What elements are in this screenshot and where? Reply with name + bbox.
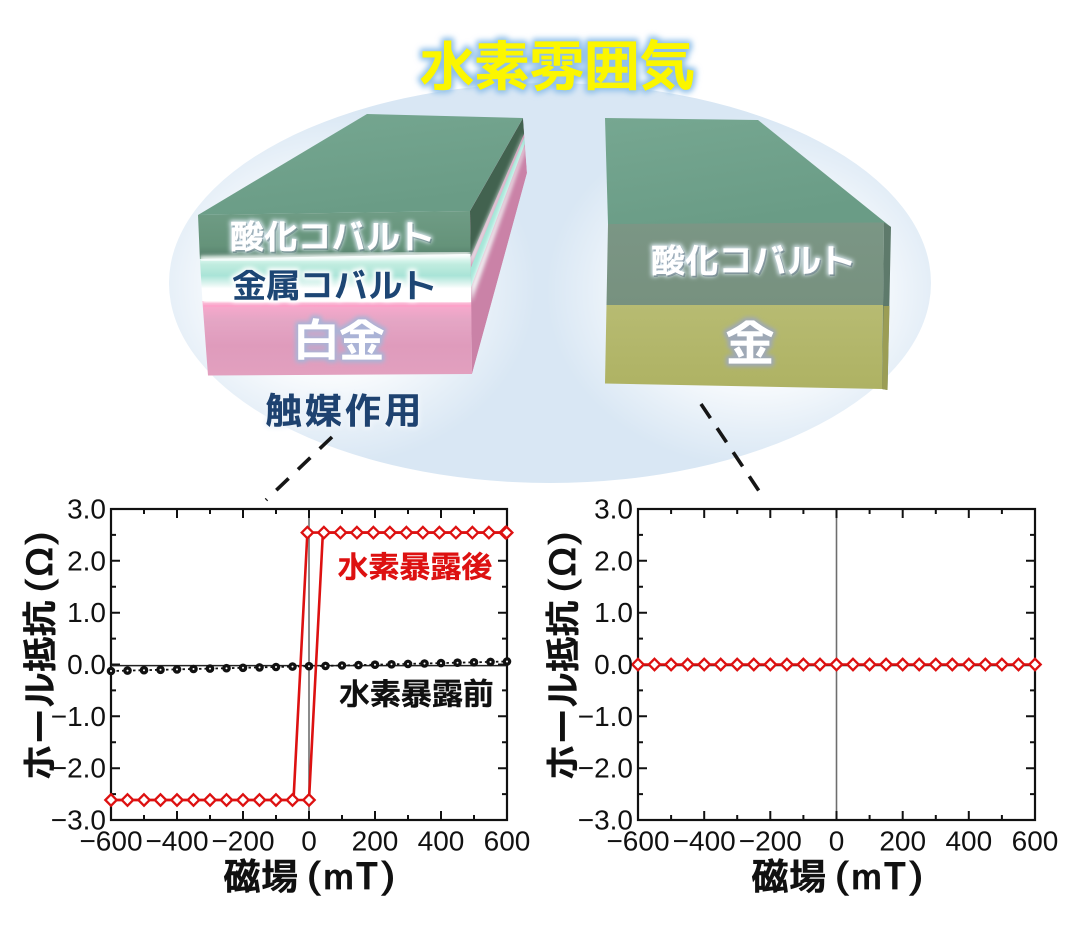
svg-text:600: 600	[1012, 826, 1059, 857]
svg-text:400: 400	[945, 826, 992, 857]
svg-text:−600: −600	[606, 826, 669, 857]
svg-text:400: 400	[418, 826, 465, 857]
svg-text:−600: −600	[79, 826, 142, 857]
svg-text:−3.0: −3.0	[51, 805, 106, 836]
svg-text:−400: −400	[145, 826, 208, 857]
svg-text:3.0: 3.0	[594, 494, 633, 525]
svg-text:−2.0: −2.0	[578, 753, 633, 784]
svg-text:−200: −200	[211, 826, 274, 857]
svg-text:−1.0: −1.0	[51, 701, 106, 732]
svg-text:0.0: 0.0	[594, 649, 633, 680]
svg-text:1.0: 1.0	[594, 597, 633, 628]
svg-text:−200: −200	[739, 826, 802, 857]
svg-text:−2.0: −2.0	[51, 753, 106, 784]
svg-text:−3.0: −3.0	[578, 805, 633, 836]
svg-text:−1.0: −1.0	[578, 701, 633, 732]
svg-text:0: 0	[301, 826, 317, 857]
svg-text:0: 0	[829, 826, 845, 857]
svg-text:2.0: 2.0	[67, 545, 106, 576]
svg-text:200: 200	[879, 826, 926, 857]
svg-text:2.0: 2.0	[594, 545, 633, 576]
svg-text:200: 200	[352, 826, 399, 857]
svg-text:0.0: 0.0	[67, 649, 106, 680]
svg-text:600: 600	[484, 826, 531, 857]
svg-text:1.0: 1.0	[67, 597, 106, 628]
svg-text:3.0: 3.0	[67, 494, 106, 525]
svg-text:−400: −400	[673, 826, 736, 857]
